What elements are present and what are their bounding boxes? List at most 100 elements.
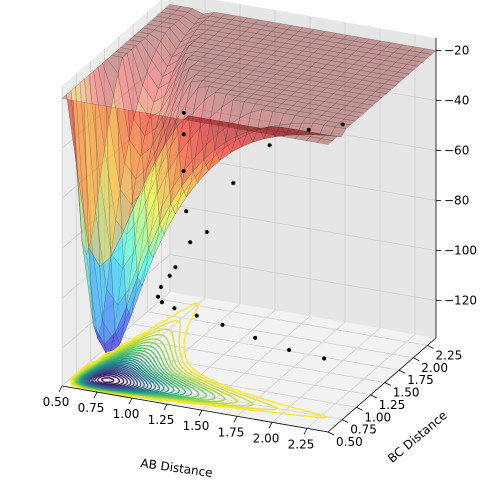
surface-patch: [288, 58, 306, 65]
surface-patch: [132, 183, 149, 278]
surface-patch: [162, 59, 179, 78]
surface-patch: [119, 294, 136, 345]
surface-patch: [189, 19, 206, 30]
surface-patch: [233, 48, 250, 56]
surface-patch: [206, 72, 223, 79]
surface-patch: [257, 62, 275, 69]
surface-patch: [137, 84, 155, 119]
surface-patch: [171, 58, 188, 94]
surface-patch: [208, 82, 225, 89]
surface-patch: [95, 179, 112, 290]
surface-patch: [286, 48, 304, 56]
surface-patch: [305, 89, 323, 97]
surface-patch: [277, 56, 295, 63]
grid-line: [76, 373, 343, 421]
surface-patch: [234, 111, 252, 142]
surface-patch: [221, 70, 239, 77]
surface-patch: [249, 126, 267, 134]
surface-patch: [110, 234, 127, 333]
surface-patch: [199, 43, 217, 50]
x-tick-mark: [198, 410, 203, 417]
surface-patch: [244, 27, 262, 34]
surface-patch: [320, 134, 338, 141]
surface-patch: [291, 44, 308, 52]
surface-patch: [177, 64, 194, 88]
surface-patch: [237, 68, 255, 75]
surface-patch: [248, 93, 265, 101]
surface-patch: [397, 44, 415, 51]
surface-patch: [194, 15, 210, 25]
surface-patch: [320, 31, 337, 38]
surface-patch: [119, 43, 137, 50]
surface-patch: [295, 64, 312, 71]
surface-patch: [294, 134, 311, 141]
surface-patch: [232, 72, 250, 79]
surface-patch: [312, 72, 330, 79]
x-tick-mark: [233, 416, 238, 423]
surface-patch: [186, 54, 204, 62]
trajectory-point: [188, 240, 193, 245]
trajectory-point: [173, 265, 178, 270]
surface-patch: [99, 148, 116, 254]
surface-patch: [410, 56, 428, 63]
surface-patch: [133, 100, 150, 137]
surface-patch: [279, 113, 296, 126]
surface-patch: [299, 107, 316, 114]
surface-patch: [150, 173, 167, 232]
z-tick-labels: −120 −100 −80 −60 −40 −20: [436, 44, 477, 308]
surface-patch: [179, 74, 196, 102]
surface-patch: [263, 124, 280, 140]
surface-patch: [208, 35, 226, 42]
surface-patch: [344, 68, 361, 75]
surface-patch: [169, 53, 186, 83]
surface-patch: [370, 68, 388, 75]
surface-patch: [215, 64, 232, 71]
x-tick-label: 1.00: [113, 407, 140, 421]
surface-patch: [219, 139, 236, 162]
surface-patch: [231, 15, 249, 23]
surface-patch: [128, 118, 146, 157]
surface-patch: [290, 115, 307, 125]
surface-patch: [79, 78, 96, 240]
surface-patch: [314, 105, 332, 112]
surface-patch: [135, 41, 152, 73]
surface-patch: [332, 112, 349, 120]
surface-patch: [241, 64, 259, 71]
surface-patch: [83, 101, 101, 267]
grid-line: [169, 254, 437, 301]
trajectory-points: [156, 110, 345, 361]
trajectory-point: [184, 209, 189, 214]
surface-patch: [341, 58, 359, 65]
surface-patch: [228, 99, 245, 126]
surface-patch: [408, 46, 426, 53]
surface-patch: [184, 68, 201, 84]
surface-patch: [102, 58, 119, 97]
surface-patch: [206, 49, 224, 56]
surface-patch: [337, 85, 354, 93]
surface-patch: [241, 87, 259, 95]
surface-patch: [192, 158, 209, 184]
surface-patch: [182, 11, 200, 25]
surface-patch: [173, 68, 190, 105]
grid-line: [61, 204, 171, 299]
surface-patch: [282, 29, 300, 36]
surface-patch: [247, 128, 265, 143]
grid-line: [169, 104, 437, 151]
trajectory-point: [156, 294, 160, 299]
surface-patch: [248, 70, 266, 77]
surface-patch: [146, 206, 163, 265]
surface-patch: [95, 104, 112, 268]
surface-patch: [356, 103, 374, 110]
grid-line: [169, 54, 437, 101]
surface-patch: [193, 37, 211, 44]
surface-patch: [70, 86, 87, 255]
surface-patch: [239, 54, 257, 62]
surface-patch: [357, 79, 374, 87]
surface-patch: [200, 19, 217, 27]
surface-patch: [158, 21, 175, 29]
surface-patch: [259, 126, 276, 140]
surface-patch: [88, 247, 105, 345]
surface-patch: [337, 38, 355, 46]
trajectory-point: [194, 313, 199, 318]
surface-patch: [313, 48, 330, 56]
